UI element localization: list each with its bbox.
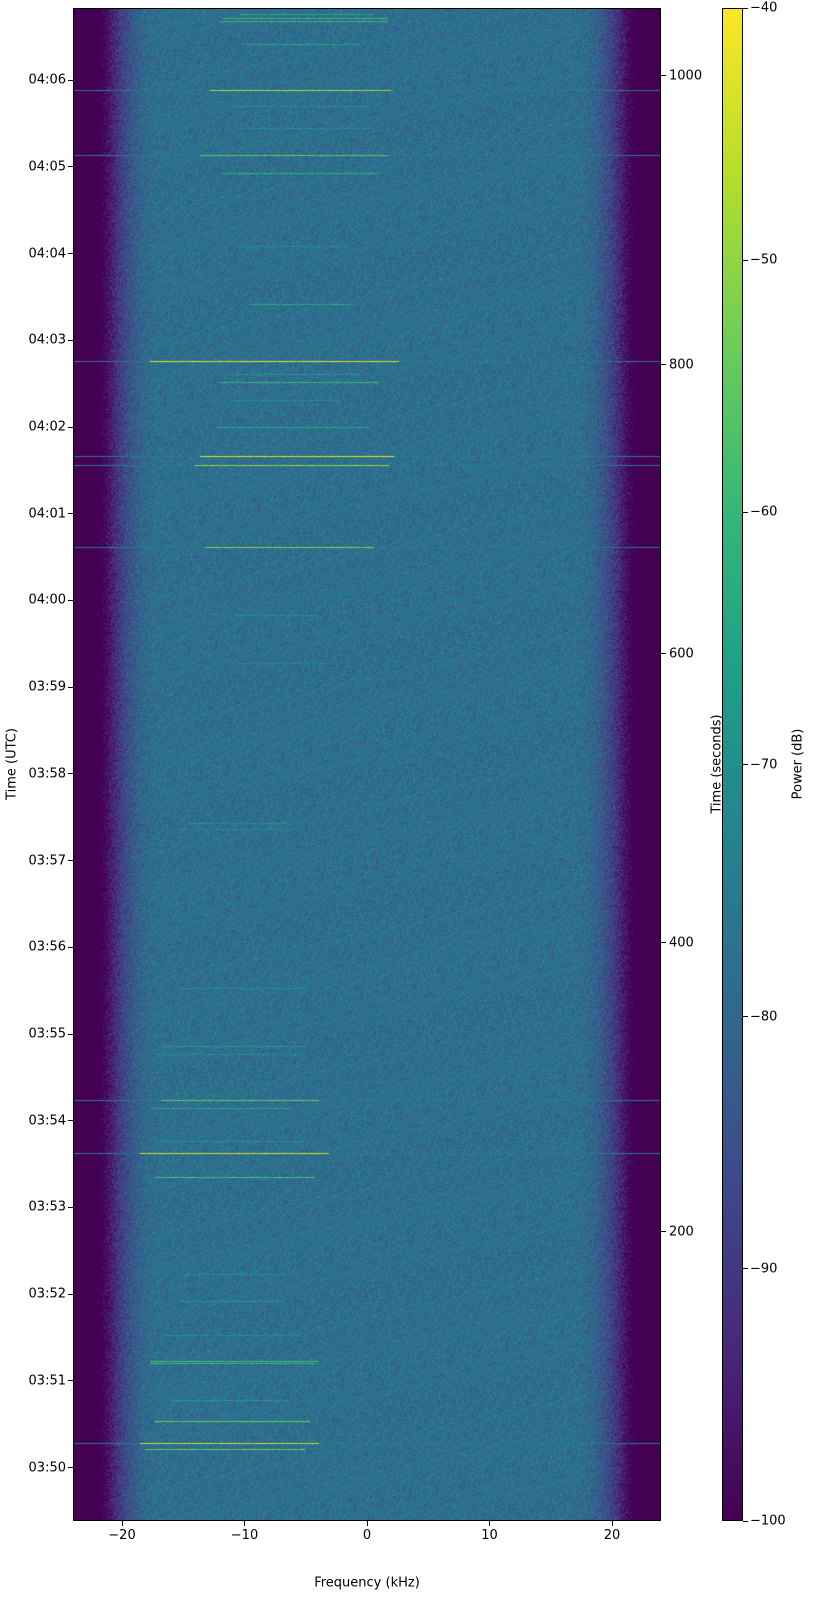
x-tick-mark [366, 1521, 368, 1526]
colorbar-tick-label: −60 [750, 504, 778, 520]
x-axis-label: Frequency (kHz) [314, 1575, 420, 1591]
colorbar-tick-mark [743, 1016, 748, 1018]
y-tick-label-left: 03:55 [28, 1026, 66, 1042]
y-tick-label-right: 800 [669, 357, 694, 373]
y-tick-mark-left [68, 599, 73, 601]
y-tick-mark-right [661, 1231, 666, 1233]
colorbar-tick-mark [743, 259, 748, 261]
y-tick-label-left: 03:50 [28, 1460, 66, 1476]
y-tick-label-right: 1000 [669, 68, 703, 84]
y-tick-label-left: 03:51 [28, 1373, 66, 1389]
spectrogram-plot-area [73, 8, 661, 1521]
y-tick-mark-left [68, 1467, 73, 1469]
y-tick-mark-left [68, 1380, 73, 1382]
y-tick-label-right: 400 [669, 935, 694, 951]
colorbar-tick-label: −70 [750, 757, 778, 772]
y-tick-mark-left [68, 513, 73, 515]
colorbar-tick-mark [743, 764, 748, 765]
x-tick-label: −20 [108, 1528, 136, 1543]
x-tick-label: 0 [362, 1528, 372, 1543]
spectrogram-image [74, 9, 660, 1520]
y-tick-label-left: 03:56 [28, 939, 66, 955]
y-tick-label-left: 03:59 [28, 679, 66, 695]
y-tick-label-left: 04:03 [28, 332, 66, 348]
y-tick-label-left: 04:05 [28, 159, 66, 175]
y-tick-label-left: 04:02 [28, 419, 66, 435]
x-tick-mark [121, 1521, 123, 1526]
colorbar-tick-label: −40 [750, 0, 778, 16]
x-tick-label: 20 [603, 1528, 621, 1543]
y-tick-mark-left [68, 79, 73, 81]
y-tick-label-left: 03:58 [28, 766, 66, 782]
y-tick-mark-left [68, 686, 73, 688]
x-tick-mark [489, 1521, 490, 1526]
y-tick-mark-left [68, 253, 73, 255]
y-tick-label-right: 200 [669, 1224, 694, 1240]
colorbar-tick-mark [743, 1268, 748, 1270]
y-axis-label-left: Time (UTC) [4, 728, 20, 800]
y-tick-label-left: 03:57 [28, 853, 66, 869]
y-tick-mark-left [68, 1293, 73, 1295]
y-tick-label-left: 03:52 [28, 1286, 66, 1302]
colorbar-tick-mark [743, 7, 748, 9]
y-tick-label-left: 03:54 [28, 1113, 66, 1129]
x-tick-label: −10 [230, 1528, 259, 1543]
y-axis-label-right: Time (seconds) [709, 714, 725, 814]
y-tick-mark-left [68, 1033, 73, 1035]
colorbar [722, 8, 743, 1521]
colorbar-tick-label: −90 [750, 1261, 778, 1277]
y-tick-mark-left [68, 773, 73, 775]
y-tick-label-left: 04:04 [28, 246, 66, 262]
colorbar-tick-label: −100 [750, 1513, 786, 1529]
y-tick-label-right: 600 [669, 646, 694, 662]
x-tick-label: 10 [481, 1528, 498, 1543]
x-tick-mark [244, 1521, 245, 1526]
y-tick-mark-left [68, 1120, 73, 1122]
colorbar-label: Power (dB) [790, 728, 806, 800]
y-tick-label-left: 04:00 [28, 592, 66, 608]
y-tick-mark-left [68, 1206, 73, 1208]
y-tick-mark-left [68, 860, 73, 862]
y-tick-mark-right [661, 942, 666, 944]
colorbar-tick-label: −50 [750, 252, 778, 268]
y-tick-mark-left [68, 339, 73, 341]
colorbar-tick-label: −80 [750, 1009, 778, 1025]
y-tick-mark-right [661, 364, 666, 366]
x-tick-mark [611, 1521, 613, 1526]
y-tick-label-left: 04:01 [28, 506, 66, 522]
y-tick-label-left: 04:06 [28, 72, 66, 88]
colorbar-tick-mark [743, 511, 748, 513]
y-tick-label-left: 03:53 [28, 1199, 66, 1215]
y-tick-mark-left [68, 166, 73, 168]
colorbar-tick-mark [743, 1520, 748, 1522]
y-tick-mark-right [661, 653, 666, 655]
y-tick-mark-right [661, 75, 666, 77]
y-tick-mark-left [68, 426, 73, 428]
y-tick-mark-left [68, 946, 73, 948]
